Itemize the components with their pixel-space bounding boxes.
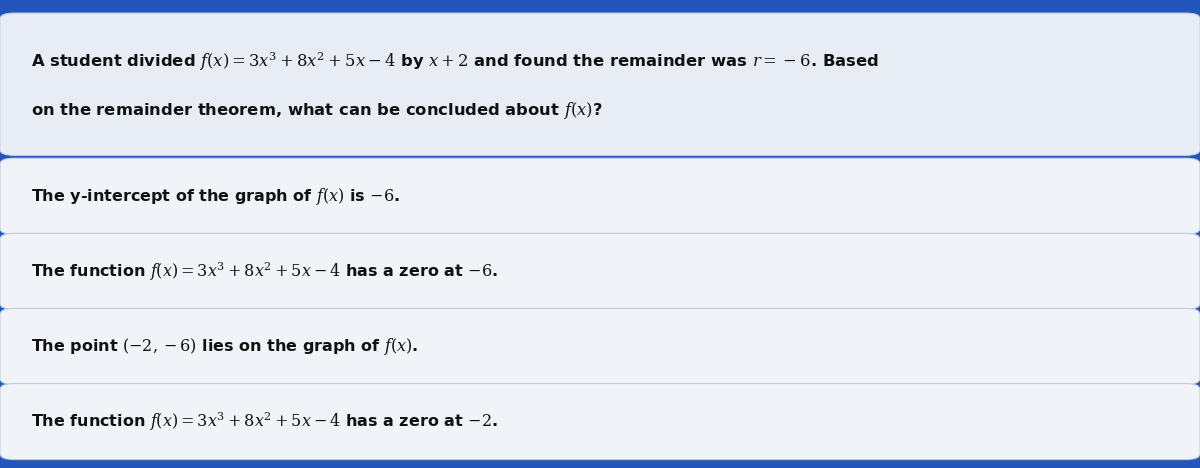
Text: on the remainder theorem, what can be concluded about $f(x)$?: on the remainder theorem, what can be co… bbox=[31, 100, 602, 121]
FancyBboxPatch shape bbox=[0, 383, 1200, 460]
Text: The function $f(x) = 3x^3 + 8x^2 + 5x - 4$ has a zero at $-2$.: The function $f(x) = 3x^3 + 8x^2 + 5x - … bbox=[31, 410, 498, 433]
Text: The function $f(x) = 3x^3 + 8x^2 + 5x - 4$ has a zero at $-6$.: The function $f(x) = 3x^3 + 8x^2 + 5x - … bbox=[31, 260, 498, 283]
FancyBboxPatch shape bbox=[0, 308, 1200, 384]
FancyBboxPatch shape bbox=[0, 234, 1200, 309]
Text: The y-intercept of the graph of $f(x)$ is $-6$.: The y-intercept of the graph of $f(x)$ i… bbox=[31, 186, 400, 207]
FancyBboxPatch shape bbox=[0, 158, 1200, 234]
Text: A student divided $f(x) = 3x^3 + 8x^2 + 5x - 4$ by $x + 2$ and found the remaind: A student divided $f(x) = 3x^3 + 8x^2 + … bbox=[31, 51, 880, 73]
FancyBboxPatch shape bbox=[0, 13, 1200, 155]
Text: The point $(-2, -6)$ lies on the graph of $f(x)$.: The point $(-2, -6)$ lies on the graph o… bbox=[31, 336, 419, 357]
